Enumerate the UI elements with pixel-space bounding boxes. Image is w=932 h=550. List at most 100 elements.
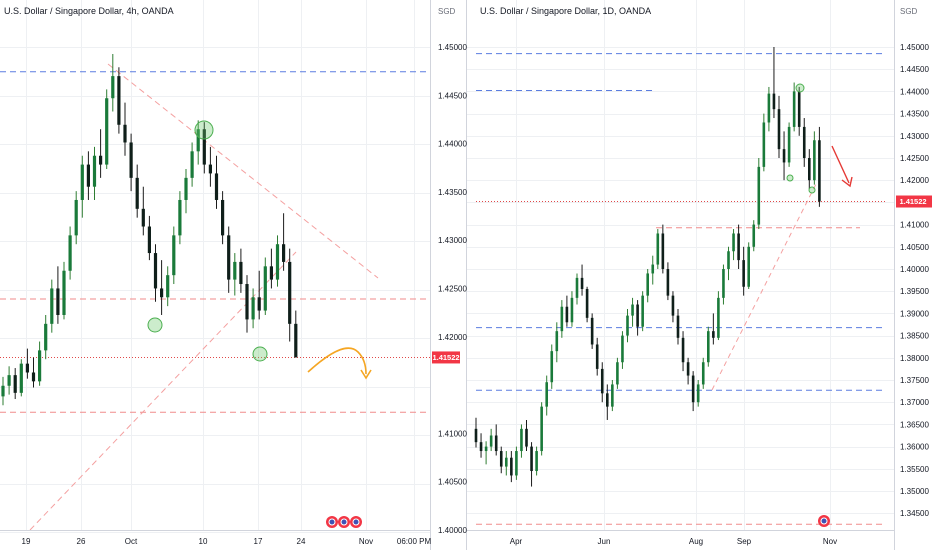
left-last-price-label: 1.41522 [432, 351, 460, 364]
candle-body [681, 337, 685, 363]
candle [484, 441, 488, 465]
time-tick-label: Nov [823, 537, 837, 546]
right-event-icons[interactable] [818, 515, 830, 527]
candle-body [484, 446, 488, 452]
candle [797, 86, 801, 136]
candle-body [600, 368, 604, 394]
candle-body [1, 385, 5, 397]
candle [38, 341, 42, 386]
price-tick-label: 1.40500 [438, 478, 467, 487]
middle-price-axis[interactable]: 1.45000 1.44500 1.44000 1.43500 1.43000 1.425… [438, 43, 467, 535]
candle-body [111, 76, 115, 99]
price-tick-label: 1.41000 [438, 429, 467, 438]
candle [129, 133, 133, 192]
candle [580, 264, 584, 296]
middle-axis-unit: SGD [438, 7, 456, 16]
price-tick-label: 1.45000 [900, 43, 929, 52]
candle [641, 291, 644, 332]
candle-body [13, 375, 17, 393]
candle [117, 67, 121, 134]
candle-body [184, 177, 188, 200]
left-highlight-circle-top[interactable] [194, 120, 214, 140]
left-chart-panel[interactable]: 19 26 Oct 10 17 24 Nov 06:00 PM U.S. Dollar / S… [0, 0, 460, 550]
candle-body [797, 91, 801, 127]
price-tick-label: 1.42000 [900, 176, 929, 185]
candle [535, 446, 538, 476]
candle [585, 286, 589, 323]
right-ascending-trendline[interactable] [711, 183, 817, 391]
candle [747, 242, 750, 289]
candle-body [489, 435, 493, 447]
candle [656, 229, 660, 269]
candle-body [160, 288, 164, 298]
right-highlight-circle-low2[interactable] [808, 186, 816, 194]
candle [62, 261, 66, 320]
candle [19, 359, 23, 397]
right-projection-arrow[interactable] [831, 145, 850, 184]
candle [560, 300, 564, 338]
price-tick-label: 1.44500 [900, 65, 929, 74]
price-tick-label: 1.39000 [900, 309, 929, 318]
price-tick-label: 1.43000 [438, 236, 467, 245]
flag-icon-core [341, 519, 347, 525]
candle [813, 131, 816, 185]
left-highlight-circle-low1[interactable] [147, 317, 163, 333]
candle [172, 226, 176, 285]
candle-body [585, 288, 589, 318]
candle [494, 424, 498, 456]
left-highlight-circle-low2[interactable] [252, 346, 268, 362]
candle [275, 235, 280, 287]
candle-body [772, 93, 776, 110]
candle [510, 451, 513, 483]
right-highlight-circle-low1[interactable] [786, 174, 794, 182]
price-tick-label: 1.35500 [900, 465, 929, 474]
left-time-axis: 19 26 Oct 10 17 24 Nov 06:00 PM [22, 537, 432, 546]
candle [31, 357, 36, 388]
candle-body [752, 224, 756, 247]
candle [74, 191, 78, 245]
candle [13, 368, 17, 400]
candle [676, 308, 680, 345]
left-last-price-text: 1.41522 [432, 353, 459, 362]
left-descending-trendline[interactable] [107, 63, 379, 279]
candle-body [294, 323, 298, 358]
candle-body [636, 304, 639, 327]
candle-body [722, 269, 725, 298]
candle [44, 314, 48, 360]
candle-body [808, 158, 811, 181]
candle [701, 357, 705, 389]
left-event-icons[interactable] [326, 516, 362, 528]
candle [56, 266, 60, 324]
right-highlight-circle-top[interactable] [795, 83, 805, 93]
candle-body [590, 317, 594, 345]
candle-body [56, 288, 60, 315]
candle-body [92, 155, 97, 187]
right-last-price-label: 1.41522 [896, 195, 932, 208]
flag-icon-core [329, 519, 335, 525]
candle [520, 424, 523, 458]
candle-body [712, 331, 715, 338]
candle-body [580, 277, 584, 289]
time-tick-label: 10 [199, 537, 208, 546]
candle [257, 270, 261, 320]
candle-body [221, 199, 225, 236]
candle [600, 362, 604, 403]
candle [111, 54, 115, 112]
candle-body [135, 177, 139, 209]
candle-body [25, 363, 29, 373]
candle [727, 246, 730, 281]
left-projection-arrow[interactable] [307, 347, 367, 375]
candle [123, 102, 127, 156]
candle [606, 384, 609, 420]
price-tick-label: 1.43000 [900, 132, 929, 141]
candle [233, 253, 237, 296]
candle [545, 375, 548, 416]
candle-body [196, 129, 200, 152]
right-price-axis[interactable]: 1.45000 1.44500 1.44000 1.43500 1.43000 1.425… [900, 43, 929, 518]
candle-body [525, 428, 528, 447]
candle-body [717, 297, 720, 338]
candle [782, 131, 786, 181]
candle [269, 248, 273, 289]
right-chart-panel[interactable]: Apr Jun Aug Sep Nov 1.450001.445001.440001.4… [438, 0, 932, 550]
